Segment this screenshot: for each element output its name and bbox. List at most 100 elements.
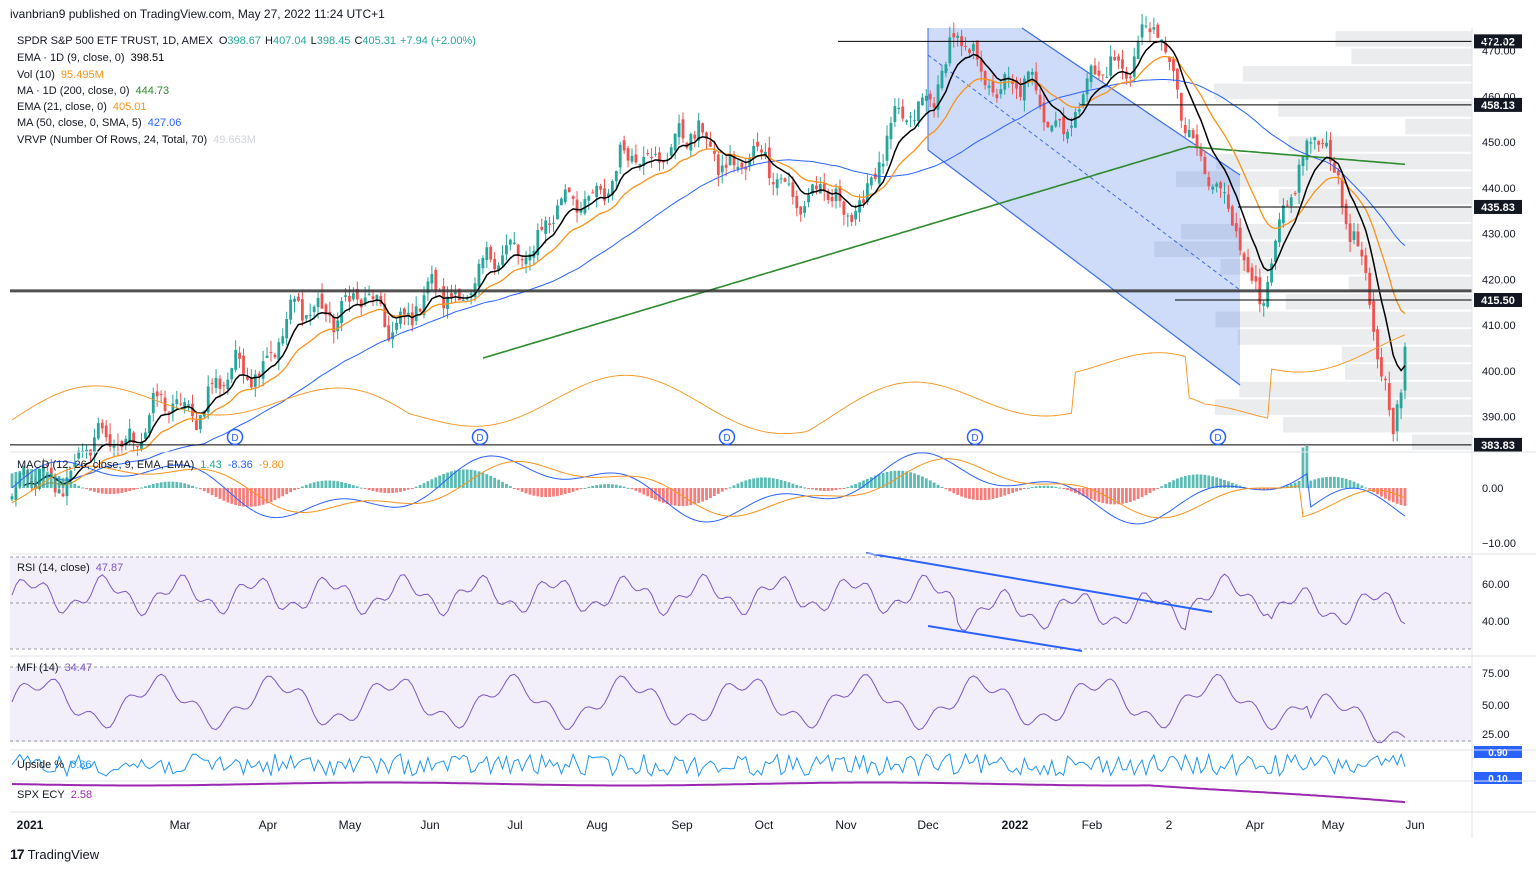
mfi-pane xyxy=(10,666,1472,744)
macd-histogram-bar xyxy=(242,488,245,507)
candle-body xyxy=(991,81,995,93)
candle-body xyxy=(1038,94,1042,107)
macd-histogram-bar xyxy=(293,488,296,491)
macd-histogram-bar xyxy=(583,487,587,489)
candle-body xyxy=(803,206,807,213)
candle-body xyxy=(669,147,673,156)
candle-body xyxy=(234,349,238,370)
tradingview-footer[interactable]: 17 TradingView xyxy=(0,838,1536,871)
macd-histogram-bar xyxy=(869,477,873,488)
macd-histogram-bar xyxy=(842,488,846,489)
candle-body xyxy=(1050,125,1054,132)
macd-histogram-bar xyxy=(202,488,206,492)
candle-body xyxy=(1179,92,1183,121)
macd-histogram-bar xyxy=(1148,488,1152,493)
candle-body xyxy=(1309,142,1313,144)
macd-histogram-bar xyxy=(1266,488,1270,490)
channel-mid-line xyxy=(927,54,1241,291)
mfi-tick-label: 75.00 xyxy=(1482,668,1510,680)
candle-body xyxy=(1230,206,1234,226)
candle-body xyxy=(846,215,850,217)
candle-body xyxy=(579,209,583,213)
macd-histogram-bar xyxy=(1081,488,1085,497)
candle-body xyxy=(457,288,461,301)
macd-histogram-bar xyxy=(418,484,422,488)
candle-body xyxy=(1066,131,1069,139)
candle-body xyxy=(230,368,234,380)
macd-histogram-bar xyxy=(767,477,771,488)
macd-histogram-bar xyxy=(791,483,795,488)
macd-tick-label: 0.00 xyxy=(1482,483,1503,495)
candle-body xyxy=(1019,85,1022,97)
candle-body xyxy=(414,306,418,322)
macd-histogram-bar xyxy=(712,488,716,497)
macd-histogram-bar xyxy=(457,469,461,488)
macd-histogram-bar xyxy=(956,488,960,495)
macd-histogram-bar xyxy=(1321,477,1324,488)
macd-histogram-bar xyxy=(65,479,69,488)
candle-body xyxy=(591,192,595,194)
macd-histogram-bar xyxy=(1199,474,1203,488)
candle-body xyxy=(1172,58,1175,72)
macd-histogram-bar xyxy=(528,488,532,495)
price-tick-label: 430.00 xyxy=(1482,229,1516,241)
macd-histogram-bar xyxy=(375,488,379,492)
macd-histogram-bar xyxy=(1325,476,1328,488)
macd-histogram-bar xyxy=(1160,486,1164,488)
level-price-label: 435.83 xyxy=(1481,202,1515,214)
candle-body xyxy=(1062,116,1066,135)
candle-body xyxy=(795,195,799,209)
macd-histogram-bar xyxy=(344,482,347,488)
candle-body xyxy=(179,403,183,405)
candle-body xyxy=(905,120,909,123)
candle-body xyxy=(49,467,53,475)
macd-histogram-bar xyxy=(924,478,928,488)
macd-histogram-bar xyxy=(548,488,551,497)
x-tick-label: May xyxy=(339,818,362,832)
candle-body xyxy=(1234,223,1238,232)
macd-histogram-bar xyxy=(18,470,22,488)
macd-histogram-bar xyxy=(410,488,414,489)
candle-body xyxy=(461,299,465,301)
macd-histogram-bar xyxy=(803,487,807,489)
candle-body xyxy=(936,84,940,110)
candle-body xyxy=(658,152,661,163)
vrvp-row xyxy=(1181,223,1472,240)
level-price-label: 383.83 xyxy=(1481,440,1515,452)
candle-body xyxy=(1317,141,1321,145)
ecy-pane xyxy=(11,781,1406,804)
macd-histogram-bar xyxy=(1301,447,1305,488)
macd-histogram-bar xyxy=(179,482,183,488)
candle-body xyxy=(69,470,73,481)
currency-label: USD xyxy=(1482,34,1505,46)
candle-body xyxy=(642,156,646,166)
macd-histogram-bar xyxy=(69,481,73,488)
macd-histogram-bar xyxy=(654,488,657,500)
macd-histogram-bar xyxy=(669,488,673,505)
candle-body xyxy=(956,35,960,38)
vrvp-row xyxy=(1278,188,1472,205)
macd-histogram-bar xyxy=(77,485,81,488)
candle-body xyxy=(324,304,328,315)
macd-histogram-bar xyxy=(775,478,779,488)
macd-histogram-bar xyxy=(928,480,932,488)
candle-body xyxy=(583,198,587,214)
candle-body xyxy=(1121,59,1124,69)
macd-histogram-bar xyxy=(1376,488,1379,495)
candle-body xyxy=(1125,71,1128,79)
macd-histogram-bar xyxy=(642,488,646,495)
candle-body xyxy=(975,40,979,60)
candle-body xyxy=(767,147,771,179)
candle-body xyxy=(163,397,167,412)
chart-canvas[interactable]: 472.02 458.13 435.83 415.50 383.83 D D D D D 470… xyxy=(0,0,1536,838)
candle-body xyxy=(999,89,1003,94)
macd-histogram-bar xyxy=(1336,477,1340,488)
mfi-pane-bg xyxy=(10,667,1472,742)
candle-body xyxy=(548,223,551,225)
macd-histogram-bar xyxy=(1203,474,1207,488)
candle-body xyxy=(783,178,787,182)
macd-histogram-bar xyxy=(1019,488,1022,491)
candle-body xyxy=(716,154,720,175)
x-tick-label: Sep xyxy=(671,818,693,832)
candle-body xyxy=(304,315,308,319)
